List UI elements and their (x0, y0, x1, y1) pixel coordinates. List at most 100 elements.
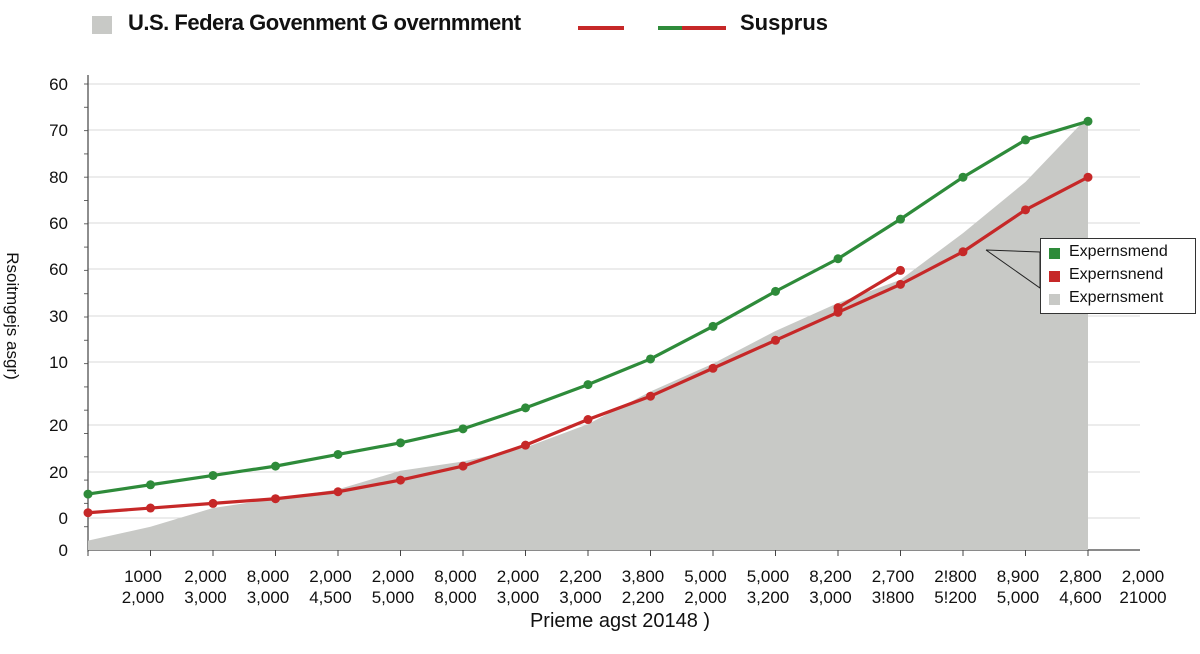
x-tick-label: 2,000 (372, 567, 415, 586)
area-series (88, 116, 1088, 551)
x-tick-label: 3,000 (184, 588, 227, 607)
x-tick-label: 8,200 (809, 567, 852, 586)
x-tick-label: 21000 (1119, 588, 1166, 607)
x-tick-label: 5,000 (747, 567, 790, 586)
red-series-point (271, 494, 280, 504)
green-series-point (521, 403, 530, 413)
x-tick-label: 3!800 (872, 588, 915, 607)
inset-legend-item: Expernsmend (1047, 243, 1189, 266)
y-tick-label: 20 (49, 416, 68, 435)
area-legend-label: U.S. Federa Govenment G overnmment (128, 10, 521, 35)
green-series-point (1083, 116, 1093, 126)
x-tick-label: 3,000 (247, 588, 290, 607)
x-tick-label: 2,000 (122, 588, 165, 607)
green-series-point (271, 461, 280, 471)
x-tick-label: 4,500 (309, 588, 352, 607)
red-series-point (1083, 172, 1093, 182)
line-legend-label: Susprus (740, 10, 829, 35)
y-tick-label: 0 (59, 509, 68, 528)
x-tick-label: 2,000 (309, 567, 352, 586)
x-tick-label: 2,200 (622, 588, 665, 607)
green-series-point (1021, 135, 1030, 145)
inset-legend-item: Expernsnend (1047, 266, 1189, 289)
green-series-point (771, 286, 780, 296)
y-tick-label: 0 (59, 541, 68, 560)
x-tick-label: 2,000 (1122, 567, 1165, 586)
x-tick-label: 5!200 (934, 588, 977, 607)
inset-legend: Expernsmend Expernsnend Expernsment (1040, 238, 1196, 314)
red-series-point (896, 279, 905, 289)
red-series-point (333, 487, 343, 497)
red-series-point (583, 415, 593, 425)
green-series-point (83, 489, 93, 499)
x-tick-label: 3,200 (747, 588, 790, 607)
y-tick-label: 10 (49, 353, 68, 372)
red-series-point (521, 440, 530, 450)
legend-swatch (1049, 294, 1060, 305)
green-series-point (458, 424, 468, 434)
legend-label: Expernsmend (1069, 243, 1168, 260)
legend-swatch (1049, 248, 1060, 259)
legend-swatch (1049, 271, 1060, 282)
x-tick-label: 5,000 (684, 567, 727, 586)
x-tick-label: 8,000 (247, 567, 290, 586)
y-tick-label: 60 (49, 214, 68, 233)
red-series-point (458, 461, 468, 471)
green-series-point (646, 354, 655, 364)
y-tick-label: 20 (49, 463, 68, 482)
x-tick-label: 3,000 (497, 588, 540, 607)
x-tick-label: 8,000 (434, 567, 477, 586)
x-tick-label: 5,000 (372, 588, 415, 607)
green-series-point (958, 172, 968, 182)
x-tick-label: 4,600 (1059, 588, 1102, 607)
green-series-point (396, 438, 405, 448)
x-tick-label: 2,800 (1059, 567, 1102, 586)
red-series-segment (837, 269, 902, 310)
y-tick-label: 60 (49, 75, 68, 94)
green-series-point (583, 380, 593, 390)
green-series-point (708, 321, 718, 331)
y-axis-label: Rsoitmgejs asgr) (3, 252, 22, 380)
red-series-point (958, 247, 968, 257)
x-tick-label: 2,200 (559, 567, 602, 586)
green-series-point (896, 214, 905, 224)
x-tick-label: 2,700 (872, 567, 915, 586)
inset-legend-item: Expernsment (1047, 289, 1189, 312)
red-series-point (771, 335, 780, 345)
x-tick-label: 2,000 (497, 567, 540, 586)
x-tick-label: 5,000 (997, 588, 1040, 607)
legend-label: Expernsment (1069, 289, 1164, 306)
x-tick-label: 1000 (124, 567, 162, 586)
red-series-point (208, 498, 218, 508)
legend-label: Expernsnend (1069, 266, 1164, 283)
x-tick-label: 3,800 (622, 567, 665, 586)
x-tick-label: 3,000 (809, 588, 852, 607)
y-tick-label: 60 (49, 260, 68, 279)
red-series-point (646, 391, 655, 401)
y-tick-label: 30 (49, 307, 68, 326)
green-series-point (146, 480, 155, 490)
red-series-point (83, 508, 93, 518)
x-axis-label: Prieme agst 20148 ) (529, 610, 711, 632)
red-series-point (833, 303, 843, 313)
y-tick-label: 70 (49, 121, 68, 140)
x-tick-label: 3,000 (559, 588, 602, 607)
green-series-point (833, 254, 843, 264)
area-legend-swatch (92, 16, 112, 34)
top-legend: U.S. Federa Govenment G overnmment Suspr… (92, 8, 852, 40)
red-series-point (146, 503, 155, 513)
red-series-point (396, 475, 405, 485)
x-tick-label: 8,900 (997, 567, 1040, 586)
red-series-point (708, 363, 718, 373)
x-tick-label: 2,000 (684, 588, 727, 607)
red-series-point (896, 265, 905, 275)
green-series-point (208, 470, 218, 480)
red-legend-line (578, 26, 624, 30)
x-tick-label: 2!800 (934, 567, 977, 586)
y-tick-label: 80 (49, 168, 68, 187)
x-tick-label: 2,000 (184, 567, 227, 586)
red-series-point (1021, 205, 1030, 215)
x-tick-label: 8,000 (434, 588, 477, 607)
green-series-point (333, 449, 343, 459)
